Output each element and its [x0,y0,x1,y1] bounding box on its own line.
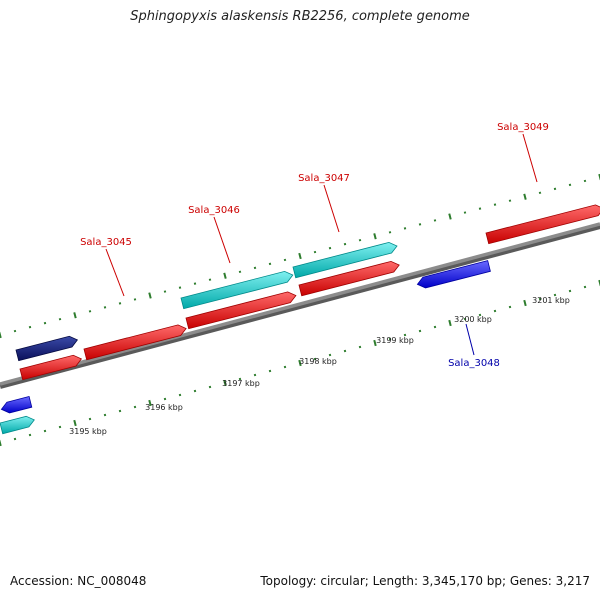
cds-reverse-arrow[interactable] [1,397,31,413]
gene-label-sala-3047[interactable]: Sala_3047 [298,173,350,184]
upper-scale-tick [449,214,450,220]
cds-forward-arrow-alt[interactable] [0,416,34,433]
scale-label: 3200 kbp [454,315,492,324]
scale-label: 3199 kbp [376,336,414,345]
gene-label-sala-3046[interactable]: Sala_3046 [188,205,240,216]
scale-label: 3195 kbp [69,427,107,436]
gene-label-leader [214,217,230,263]
upper-scale-tick [299,253,300,259]
lower-scale-tick [449,320,450,326]
lower-scale-tick [74,420,75,426]
upper-scale-tick [224,273,225,279]
upper-scale-tick [74,312,75,318]
topology-label: Topology: circular; Length: 3,345,170 bp… [260,574,590,588]
upper-scale-tick [0,332,1,338]
accession-label: Accession: NC_008048 [10,574,146,588]
gene-label-sala-3045[interactable]: Sala_3045 [80,237,132,248]
gene-label-sala-3048[interactable]: Sala_3048 [448,358,500,369]
scale-label: 3196 kbp [145,403,183,412]
scale-label: 3198 kbp [299,357,337,366]
lower-scale-tick [524,300,525,306]
upper-scale-tick [374,233,375,239]
gene-label-leader [106,249,124,296]
gene-label-leader [324,185,339,232]
gene-label-leader [523,134,537,182]
gene-label-leader [466,324,474,355]
gene-label-sala-3049[interactable]: Sala_3049 [497,122,549,133]
scale-label: 3201 kbp [532,296,570,305]
scale-label: 3197 kbp [222,379,260,388]
genome-title: Sphingopyxis alaskensis RB2256, complete… [0,9,600,24]
lower-scale-tick [0,440,1,446]
upper-scale-tick [149,293,150,299]
upper-scale-tick [524,194,525,200]
